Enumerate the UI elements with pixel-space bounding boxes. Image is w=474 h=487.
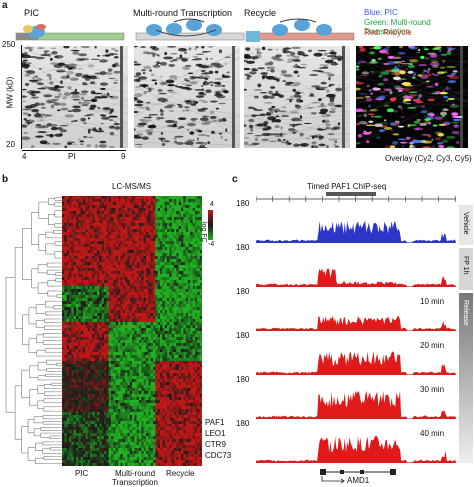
track-ymax-label: 180 (236, 287, 250, 296)
legend-red: Red: Recycle (364, 28, 412, 37)
column-pic: PIC (75, 469, 89, 478)
track-ymax-label: 180 (236, 199, 250, 208)
pic-schematic (15, 24, 125, 41)
track-time-label: 30 min (420, 385, 445, 394)
track-time-label: 40 min (420, 429, 445, 438)
chipseq-track (256, 435, 456, 463)
colorbar (208, 210, 213, 240)
track-ymax-label: 180 (236, 375, 250, 384)
track-time-label: 10 min (420, 297, 445, 306)
fp-label: FP 1h (462, 256, 469, 275)
release-bar (459, 293, 473, 463)
colorbar-max: 4 (210, 201, 214, 208)
pi-4-label: 4 (22, 152, 27, 161)
panel-c-label: c (232, 174, 238, 185)
recycle-schematic (245, 18, 355, 42)
track-ymax-label: 180 (236, 331, 250, 340)
fp-bar (459, 248, 473, 290)
chipseq-track (256, 220, 456, 243)
panel-b-label: b (2, 174, 9, 185)
colorbar-label: log FC (200, 222, 207, 243)
track-ymax-label: 180 (236, 243, 250, 252)
gene-cdc73: CDC73 (205, 451, 232, 460)
gel-pic (22, 46, 128, 148)
overlay-label: Overlay (Cy2, Cy3, Cy5) (385, 154, 472, 163)
heatmap-title: LC-MS/MS (112, 182, 152, 191)
pi-axis-label: PI (68, 152, 76, 161)
chipseq-track (256, 315, 456, 331)
gel-overlay (356, 46, 468, 148)
colorbar-min: -4 (208, 241, 215, 248)
dendrogram (5, 197, 62, 464)
condition-label-multiround: Multi-round Transcription (133, 8, 233, 18)
legend-green: Green: Multi-round Transcription (364, 18, 431, 36)
gene-paf1: PAF1 (205, 418, 225, 427)
condition-label-pic: PIC (24, 8, 40, 18)
track-ymax-label: 180 (236, 419, 250, 428)
gene-ctr9: CTR9 (205, 440, 226, 449)
column-multiround: Multi-round (115, 469, 156, 478)
genome-ruler (256, 192, 456, 202)
mw-250-label: 250 (2, 40, 16, 49)
multiround-schematic (135, 18, 245, 41)
release-label: Release (462, 300, 469, 326)
pi-axis-line (22, 150, 126, 151)
gel-multiround (134, 46, 240, 148)
heatmap (62, 196, 202, 466)
chipseq-track (256, 268, 456, 287)
chipseq-title: Timed PAF1 ChIP-seq (307, 182, 387, 191)
condition-label-recycle: Recycle (244, 8, 277, 18)
panel-a-label: a (2, 0, 8, 11)
vehicle-label: Vehicle (462, 212, 469, 235)
mw-axis-label: MW (kD) (5, 76, 15, 109)
vehicle-bar (459, 205, 473, 245)
track-time-label: 20 min (420, 341, 445, 350)
chipseq-track (256, 351, 456, 375)
gel-recycle (244, 46, 350, 148)
chipseq-track (256, 390, 456, 419)
column-recycle: Recycle (166, 469, 195, 478)
legend-blue: Blue: PIC (364, 8, 398, 17)
gene-name: AMD1 (347, 476, 370, 485)
column-transcription: Transcription (112, 478, 158, 487)
gene-leo1: LEO1 (205, 429, 226, 438)
amd1-gene-model (320, 469, 396, 484)
pi-9-label: 9 (121, 152, 126, 161)
mw-20-label: 20 (6, 140, 15, 149)
